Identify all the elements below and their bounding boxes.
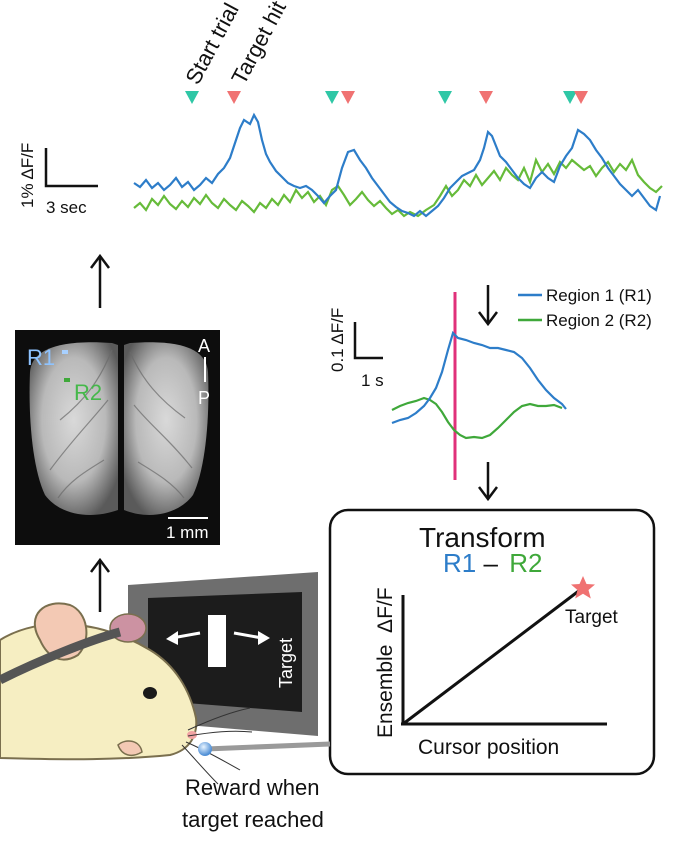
start-marker-1: [185, 91, 199, 104]
reward-caption: Reward when target reached: [182, 775, 324, 832]
r2-marker: [64, 378, 70, 382]
mm-scale-label: 1 mm: [166, 523, 209, 542]
average-panel: 0.1 ΔF/F 1 s Region 1 (R1) Region 2 (R2): [328, 285, 652, 502]
transform-line: [402, 588, 581, 726]
average-scale-y: 0.1 ΔF/F: [328, 308, 347, 372]
down-arrow-2: [478, 462, 498, 502]
trace-scale-y: 1% ΔF/F: [18, 143, 37, 208]
orient-a-label: A: [198, 336, 210, 356]
cursor-bar: [208, 615, 226, 667]
start-marker-2: [325, 91, 339, 104]
start-marker-3: [438, 91, 452, 104]
orient-p-label: P: [198, 388, 210, 408]
target-star-icon: [571, 576, 595, 599]
transform-target-label: Target: [565, 607, 619, 628]
down-arrow-1: [478, 285, 498, 327]
formula-r2: R2: [509, 548, 542, 578]
left-arrow-icon: [166, 631, 201, 645]
transform-axes: [401, 588, 607, 726]
r1-marker: [62, 350, 68, 354]
hit-marker-1: [227, 91, 241, 104]
legend-region2: Region 2 (R2): [546, 311, 652, 330]
average-trace-region1: [391, 330, 567, 425]
trace-region2: [133, 156, 663, 218]
trace-scale-x: 3 sec: [46, 198, 87, 217]
transform-title: Transform: [419, 522, 546, 553]
average-scale-x: 1 s: [361, 371, 384, 390]
hit-marker-2: [341, 91, 355, 104]
trace-region1: [133, 112, 662, 218]
flow-arrow-up-top: [90, 253, 110, 308]
transform-box: Transform R1 – R2 Ensemble ΔF/F Cursor p…: [328, 508, 656, 776]
formula-minus: –: [483, 548, 498, 578]
trace-scale-bar: 1% ΔF/F 3 sec: [18, 143, 98, 217]
transform-y-axis: Ensemble ΔF/F: [374, 587, 397, 738]
hit-marker-4: [574, 91, 588, 104]
transform-formula: R1 – R2: [443, 548, 542, 578]
transform-x-axis: Cursor position: [418, 736, 559, 759]
r1-label: R1: [27, 345, 55, 370]
reward-spout: [198, 741, 331, 756]
hit-marker-3: [479, 91, 493, 104]
average-scale-bar: 0.1 ΔF/F 1 s: [328, 308, 384, 390]
right-arrow-icon: [233, 631, 270, 645]
mouse-illustration: [0, 602, 253, 785]
formula-r1: R1: [443, 548, 476, 578]
reward-caption-line2: target reached: [182, 807, 324, 832]
start-marker-4: [563, 91, 577, 104]
legend-region1: Region 1 (R1): [546, 286, 652, 305]
r2-label: R2: [74, 380, 102, 405]
screen-target-label: Target: [276, 638, 296, 688]
trial-markers: [185, 91, 588, 104]
legend: Region 1 (R1) Region 2 (R2): [518, 286, 652, 330]
brain-image: R1 R2 A P 1 mm: [15, 330, 220, 545]
flow-arrow-up-bottom: [90, 557, 110, 612]
trace-panel: Start trial Target hit 1% ΔF/F 3 sec: [18, 0, 663, 218]
reward-caption-line1: Reward when: [185, 775, 320, 800]
average-trace-region2: [391, 396, 563, 440]
